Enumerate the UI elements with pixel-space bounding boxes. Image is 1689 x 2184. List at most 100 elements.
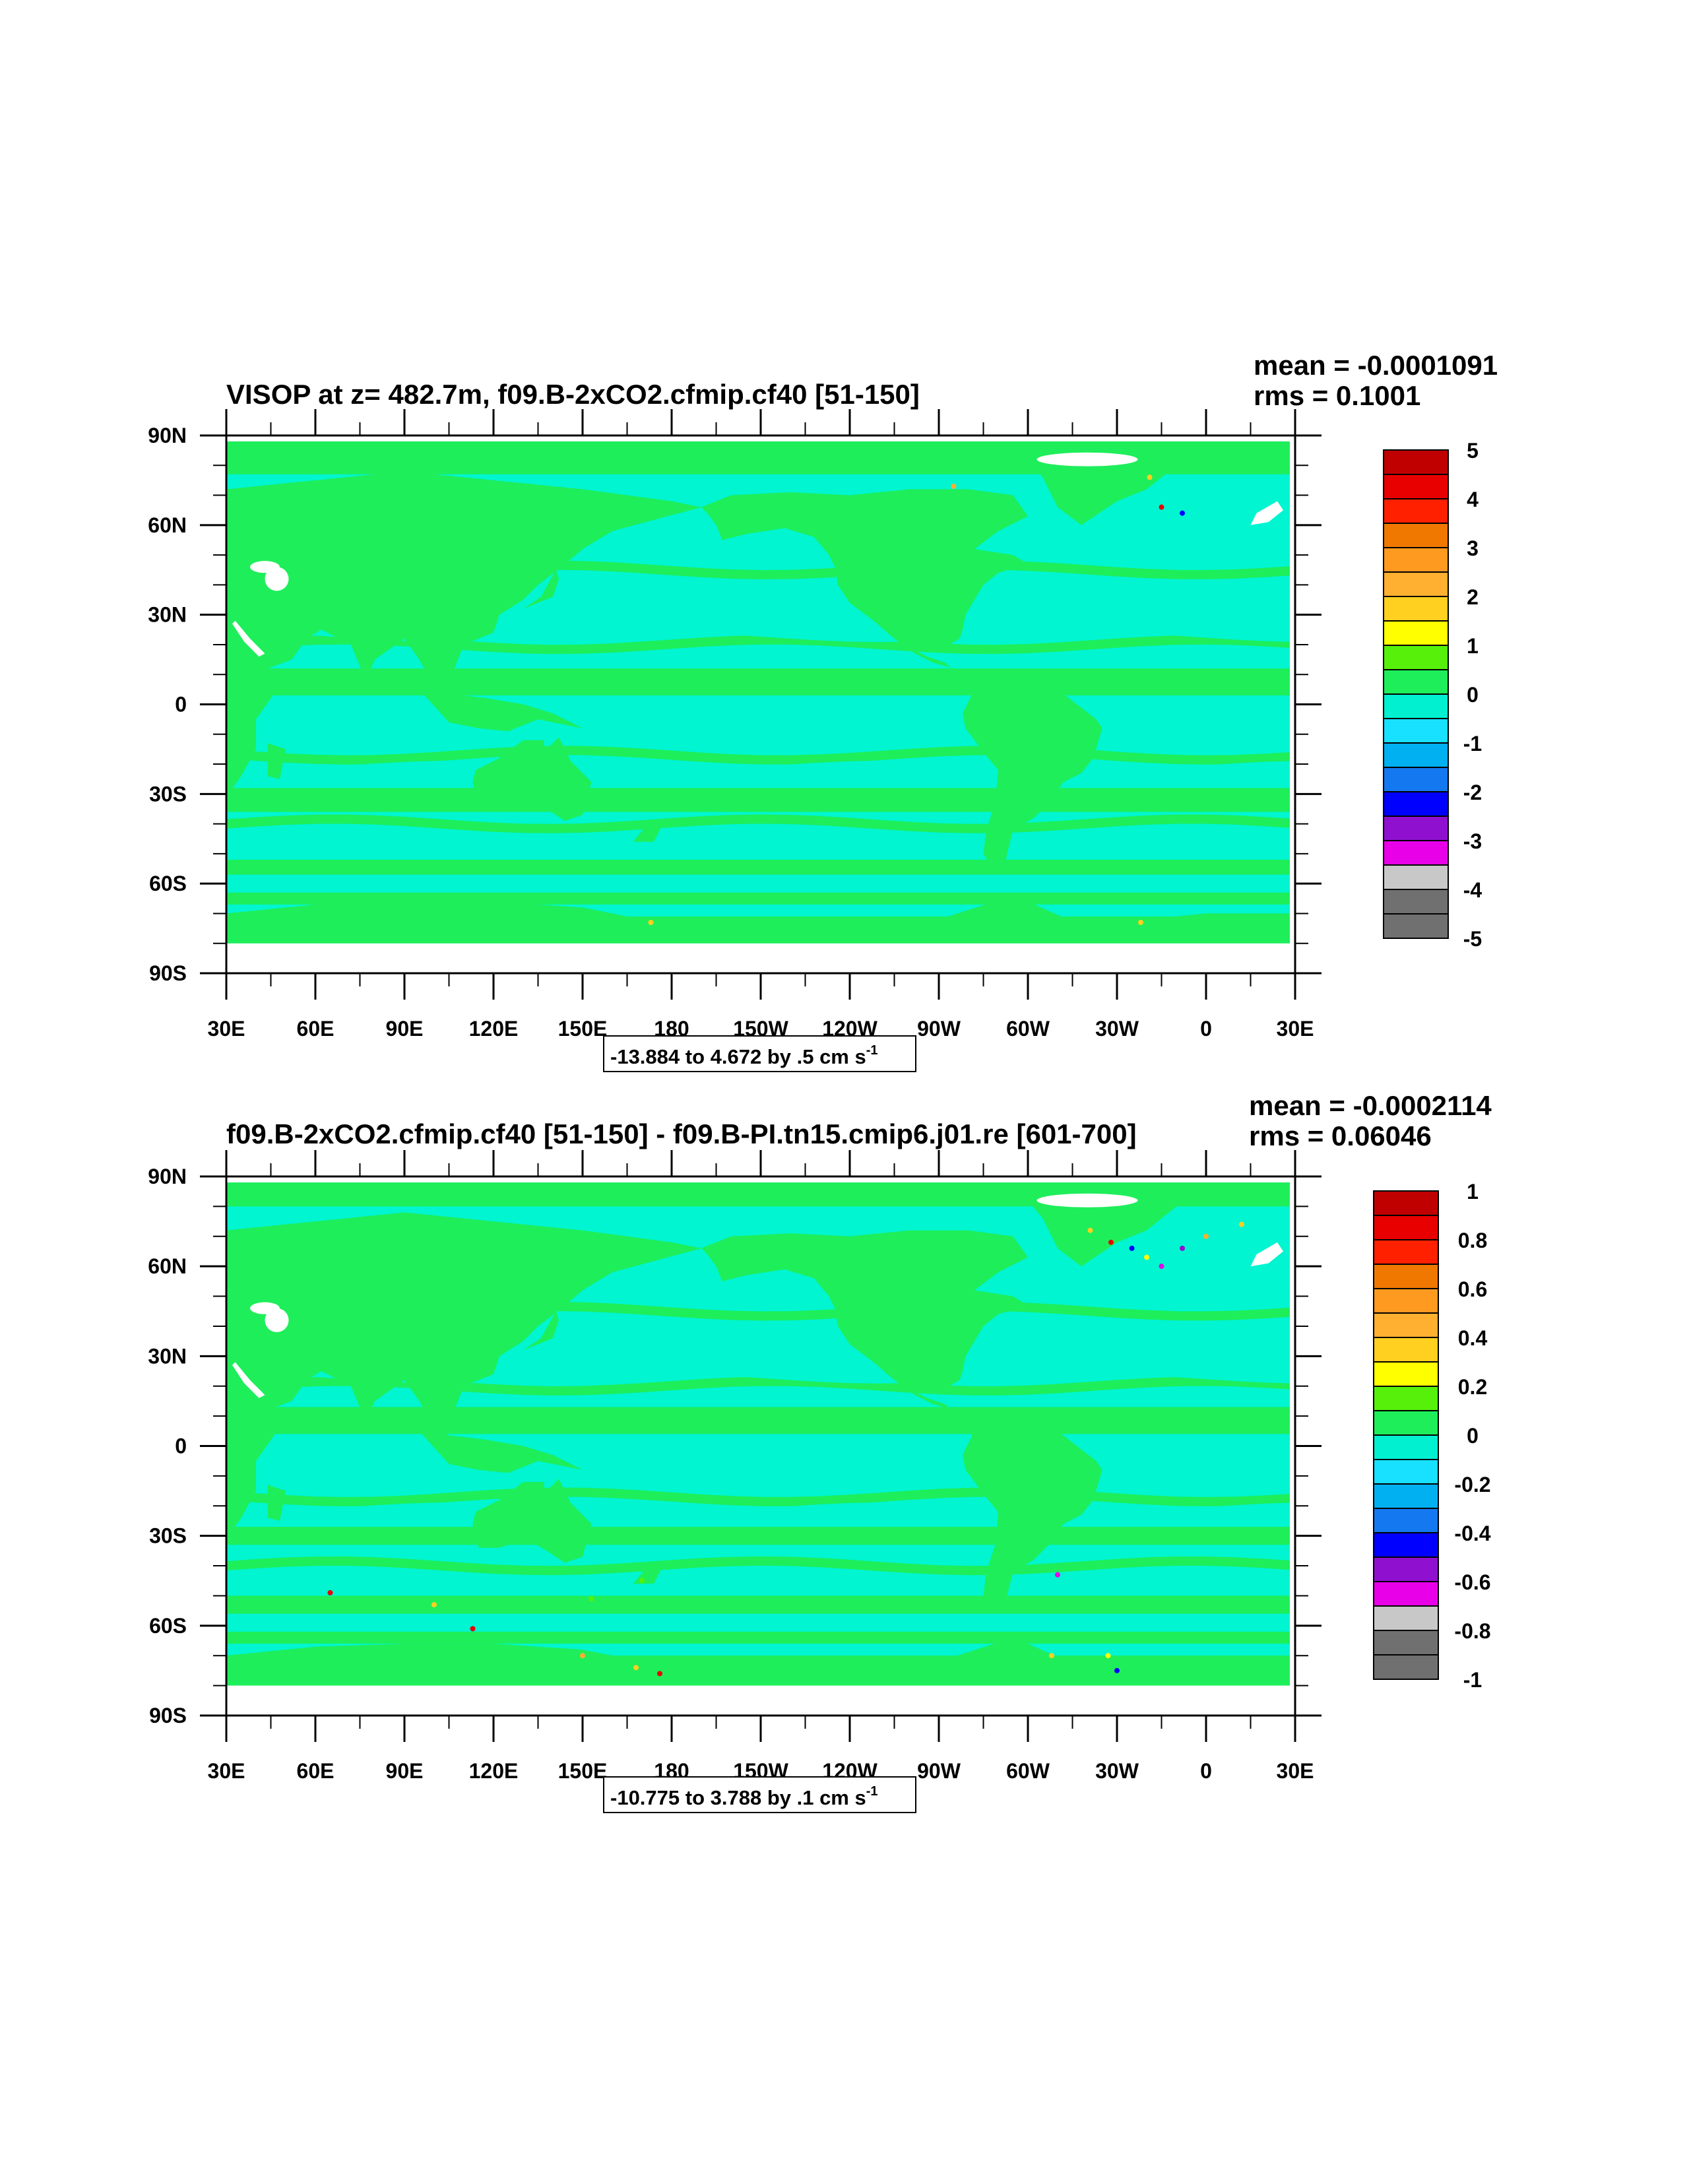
colorbar-box [1383,620,1449,646]
missing-region [1036,452,1138,466]
colorbar-label: 0.2 [1458,1375,1487,1399]
speckle [1203,1233,1209,1239]
field-contour [226,814,1290,833]
speckle [431,1602,437,1608]
lon-tick-label: 0 [1200,1017,1212,1041]
mean-label: mean = -0.0001091 [1254,350,1498,381]
missing-region [250,1302,280,1314]
mean-label: mean = -0.0002114 [1249,1090,1492,1121]
colorbar-box [1373,1581,1439,1607]
field-contour [226,719,1290,738]
colorbar-box [1383,840,1449,866]
speckle [951,483,957,489]
range-box [603,1776,916,1813]
lat-tick-label: 90N [148,1165,187,1188]
lat-tick-label: 30S [149,782,187,806]
speckle [1239,1221,1244,1227]
field-contour [226,1574,1290,1593]
colorbar-label: 0.6 [1458,1277,1487,1301]
land-madagascar [268,1485,286,1521]
lon-tick-label: 30E [208,1759,245,1783]
speckle [1087,1227,1093,1233]
speckle [1114,1667,1120,1673]
lon-tick-label: 90W [917,1759,961,1783]
colorbar-box [1373,1434,1439,1460]
colorbar-label: -1 [1463,732,1482,755]
colorbar-box [1383,523,1449,548]
colorbar-box [1373,1312,1439,1338]
speckle [589,1595,594,1601]
field-band [226,1595,1290,1614]
speckle [1180,1245,1185,1251]
speckle [1105,1653,1111,1659]
lon-tick-label: 30E [1277,1759,1314,1783]
field-contour [226,832,1290,852]
speckle [470,1626,476,1632]
lon-tick-label: 60W [1006,1017,1050,1041]
missing-region [265,567,289,591]
colorbar-label: 0 [1467,683,1479,707]
speckle [1129,1245,1135,1251]
colorbar-box [1383,645,1449,670]
colorbar-box [1383,718,1449,744]
missing-region [232,620,265,657]
colorbar-label: -0.8 [1454,1619,1490,1643]
colorbar-box [1383,767,1449,792]
colorbar-box [1383,742,1449,768]
colorbar-label: -3 [1463,829,1482,853]
land-japan [523,569,559,609]
lat-tick-label: 30S [149,1524,187,1548]
land-southAmerica [963,671,1102,869]
land-africaEurasia [226,1212,701,1539]
lat-tick-label: 0 [175,693,187,717]
missing-region [1036,1193,1138,1207]
lon-tick-label: 60E [297,1017,335,1041]
field-contour [226,1502,1290,1522]
speckle [1159,504,1164,510]
speckle [648,920,654,926]
colorbar-box [1373,1605,1439,1631]
field-band [226,668,1290,695]
range-text: -13.884 to 4.672 by .5 cm s-1 [610,1043,878,1068]
speckle [639,1578,645,1584]
colorbar-box [1373,1508,1439,1533]
range-main: -10.775 to 3.788 by .1 cm s [610,1786,866,1809]
colorbar-box [1373,1654,1439,1680]
colorbar-label: -5 [1463,927,1482,951]
colorbar-label: 5 [1467,439,1479,463]
land-japan [523,1311,559,1351]
speckle [1159,1264,1164,1269]
field-layer [226,441,1290,944]
colorbar-box [1373,1410,1439,1436]
lon-tick-label: 120E [469,1759,519,1783]
colorbar-box [1373,1630,1439,1655]
lat-tick-label: 60N [148,1254,187,1278]
colorbar-box [1373,1557,1439,1582]
speckle [657,1671,662,1677]
speckle [1180,510,1185,516]
land-antarctica [226,895,1290,944]
speckle [1049,1653,1054,1659]
colorbar-box [1383,596,1449,622]
colorbar-box [1383,449,1449,475]
colorbar-box [1373,1532,1439,1558]
colorbar-box [1373,1459,1439,1485]
lat-tick-label: 60N [148,513,187,537]
rms-label: rms = 0.06046 [1249,1120,1432,1151]
speckle [327,1590,333,1595]
field-band [226,1631,1290,1644]
colorbar-box [1383,864,1449,890]
colorbar-label: -4 [1463,878,1482,902]
colorbar-box [1373,1190,1439,1216]
speckle [633,1665,639,1671]
missing-region [1250,1242,1283,1267]
colorbar-label: -2 [1463,781,1482,804]
field-contour [226,1556,1290,1576]
colorbar-box [1373,1361,1439,1387]
colorbar-box [1383,474,1449,499]
colorbar-box [1373,1337,1439,1363]
colorbar-label: 3 [1467,536,1479,560]
colorbar-label: 0.8 [1458,1229,1487,1252]
